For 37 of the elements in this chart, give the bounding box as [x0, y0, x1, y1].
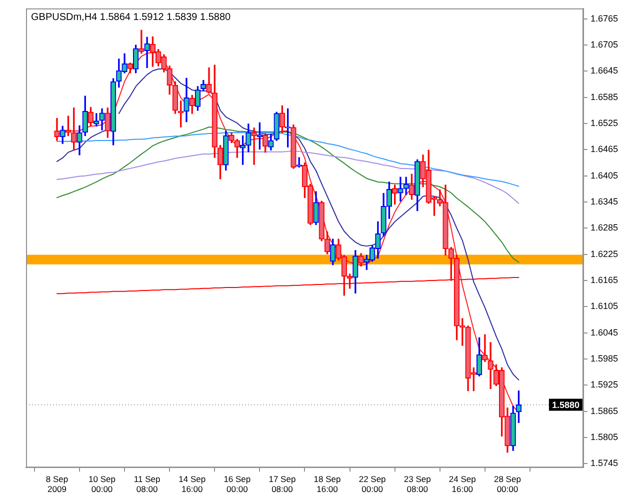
y-tick-label: 1.6285	[590, 222, 618, 233]
candlestick	[144, 36, 150, 68]
candlestick	[482, 334, 488, 362]
y-tick-label: 1.6465	[590, 144, 618, 154]
candlestick	[488, 342, 494, 389]
y-tick-label: 1.6645	[590, 66, 618, 76]
candlestick	[398, 176, 404, 202]
candlestick	[138, 30, 144, 54]
x-tick-label: 11 Sep 08:00	[134, 474, 160, 494]
x-tick-label: 23 Sep 08:00	[404, 474, 432, 494]
y-tick-label: 1.6705	[590, 40, 618, 50]
y-tick-label: 1.6225	[590, 248, 618, 259]
y-tick-label: 1.5865	[590, 406, 618, 416]
chart-title: GBPUSDm,H4 1.5864 1.5912 1.5839 1.5880	[31, 12, 232, 24]
x-tick-label: 14 Sep 16:00	[178, 474, 206, 494]
y-tick-label: 1.6585	[590, 92, 618, 102]
y-tick-label: 1.6045	[590, 327, 618, 338]
x-tick-label: 22 Sep 00:00	[358, 474, 386, 494]
x-tick-label: 24 Sep 16:00	[448, 474, 476, 494]
y-tick-label: 1.6165	[590, 275, 618, 286]
ref-line-label: 1.5880	[552, 400, 580, 410]
x-tick-label: 17 Sep 08:00	[268, 474, 296, 494]
x-tick-label: 16 Sep 00:00	[224, 474, 251, 494]
y-tick-label: 1.5805	[590, 432, 618, 442]
y-tick-label: 1.6765	[590, 13, 618, 24]
y-tick-label: 1.5985	[590, 354, 618, 364]
y-tick-label: 1.5745	[590, 458, 618, 468]
y-tick-label: 1.6105	[590, 301, 618, 312]
x-tick-label: 18 Sep 16:00	[314, 474, 341, 494]
x-tick-label: 28 Sep 00:00	[494, 474, 522, 494]
candlestick	[251, 128, 257, 165]
y-tick-label: 1.6525	[590, 118, 618, 128]
y-tick-label: 1.5925	[590, 380, 618, 390]
x-tick-label: 10 Sep 00:00	[88, 474, 116, 494]
y-tick-label: 1.6405	[590, 170, 618, 180]
y-tick-label: 1.6345	[590, 196, 618, 207]
x-tick-label: 8 Sep 2009	[46, 474, 68, 494]
